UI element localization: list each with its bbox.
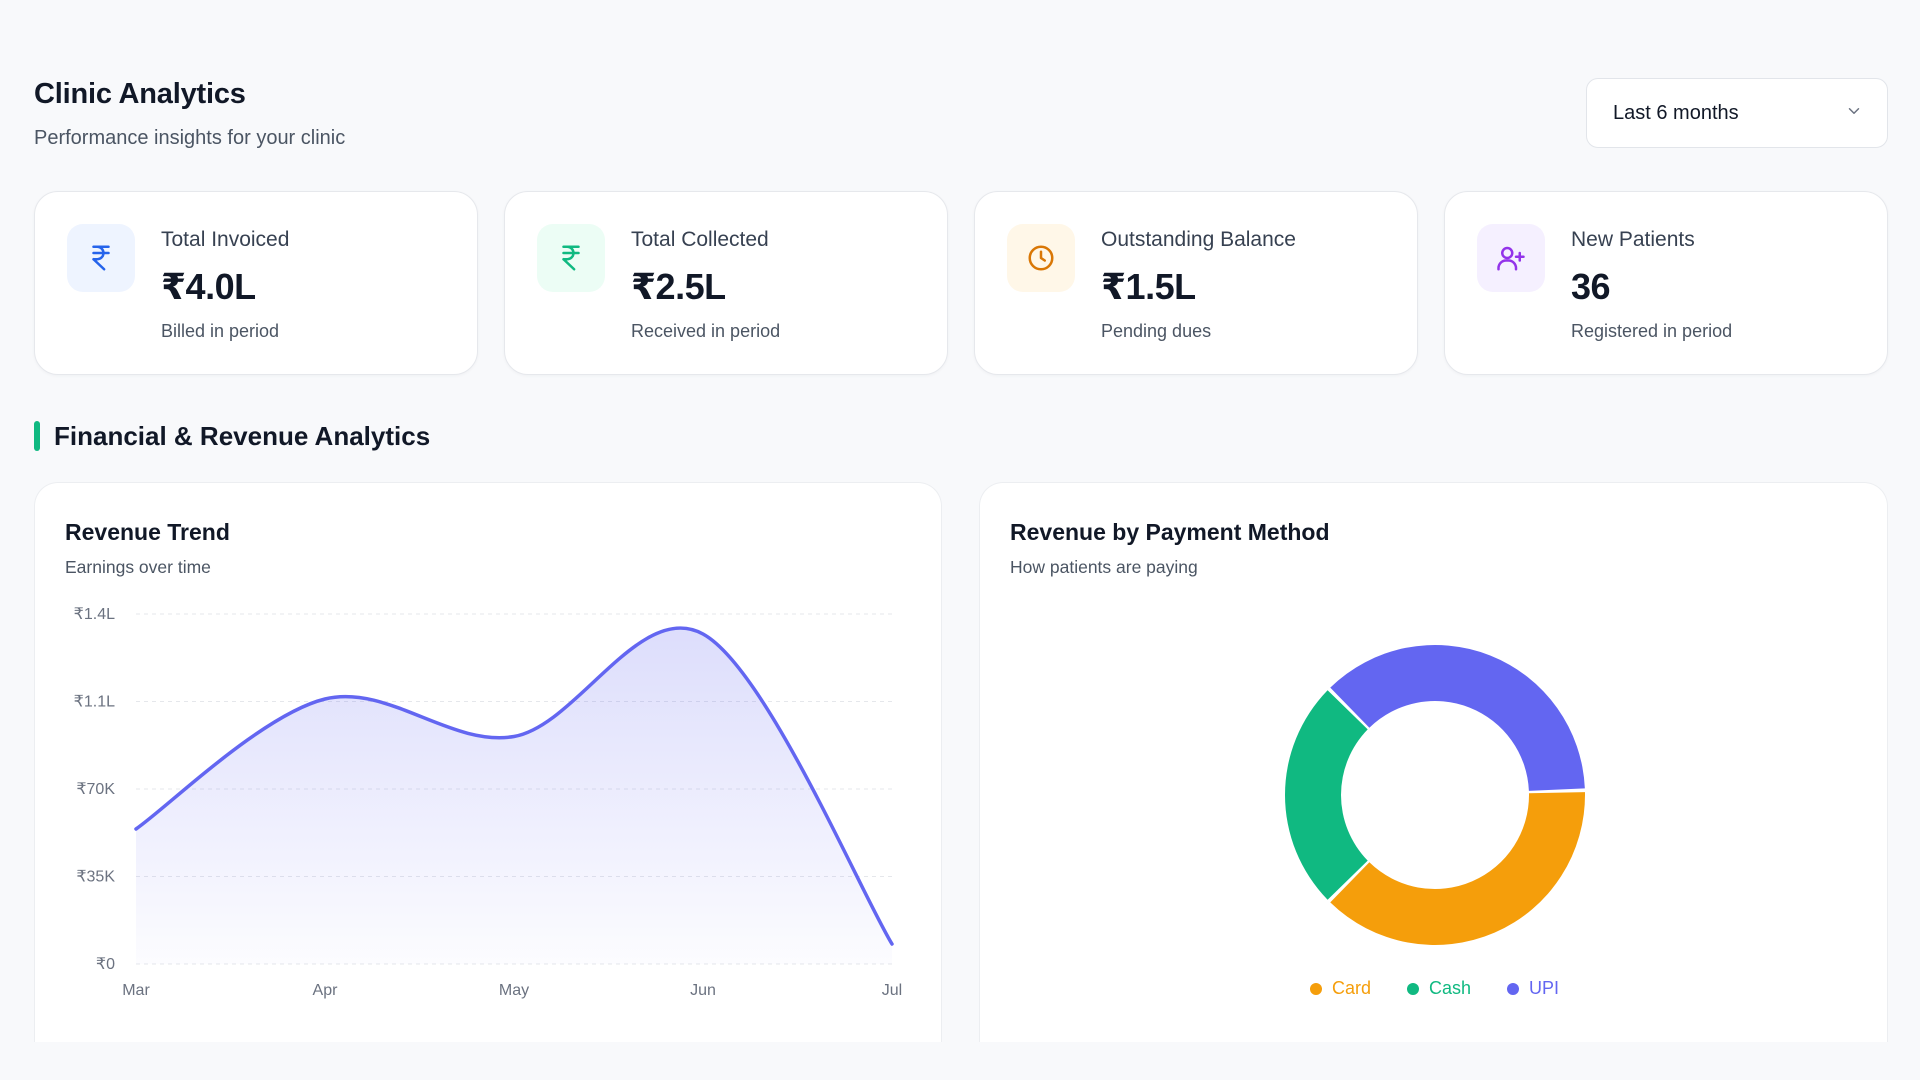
legend-label: UPI	[1529, 978, 1560, 998]
page-header: Clinic Analytics Performance insights fo…	[34, 78, 1888, 158]
stat-note: Registered in period	[1571, 321, 1733, 341]
x-tick-label: Jul	[882, 982, 902, 999]
stat-value: ₹4.0L	[161, 266, 256, 307]
section-header: Financial & Revenue Analytics	[34, 420, 430, 452]
y-tick-label: ₹1.1L	[74, 694, 115, 711]
card-subtitle: How patients are paying	[1010, 557, 1198, 577]
date-range-value: Last 6 months	[1613, 101, 1739, 124]
y-tick-label: ₹0	[96, 956, 115, 973]
stat-label: Total Collected	[631, 228, 769, 251]
page-title: Clinic Analytics	[34, 78, 246, 110]
stat-label: Outstanding Balance	[1101, 228, 1296, 251]
legend-label: Card	[1331, 978, 1371, 998]
revenue-line	[134, 626, 894, 946]
legend-item-card[interactable]: Card	[1309, 978, 1371, 999]
rupee-icon	[537, 224, 605, 292]
donut-slice-card	[1330, 792, 1585, 945]
legend-dot	[1406, 982, 1419, 995]
x-tick-label: May	[499, 982, 529, 999]
stat-card-outstanding-balance: Outstanding Balance ₹1.5L Pending dues	[974, 191, 1418, 375]
revenue-trend-card: Revenue Trend Earnings over time ₹0 ₹35K ₹…	[34, 482, 942, 1042]
stat-label: Total Invoiced	[161, 228, 290, 251]
payment-method-chart	[1285, 644, 1585, 945]
y-tick-label: ₹35K	[76, 869, 115, 886]
stat-label: New Patients	[1571, 228, 1695, 251]
stat-note: Pending dues	[1101, 321, 1212, 341]
revenue-area	[136, 628, 892, 964]
stat-value: 36	[1571, 266, 1611, 307]
card-title: Revenue Trend	[65, 519, 230, 545]
section-accent-bar	[34, 421, 40, 451]
x-tick-label: Apr	[313, 982, 339, 999]
clock-icon	[1007, 224, 1075, 292]
x-tick-label: Mar	[122, 982, 150, 999]
donut-slice-upi	[1330, 644, 1585, 791]
stat-card-total-invoiced: Total Invoiced ₹4.0L Billed in period	[34, 191, 478, 375]
date-range-select[interactable]: Last 6 months	[1586, 78, 1888, 148]
card-title: Revenue by Payment Method	[1010, 519, 1330, 545]
stat-note: Billed in period	[161, 321, 280, 341]
stat-note: Received in period	[631, 321, 781, 341]
stat-value: ₹1.5L	[1101, 266, 1196, 307]
analytics-page: Clinic Analytics Performance insights fo…	[34, 0, 1888, 1080]
legend-label: Cash	[1428, 978, 1472, 998]
legend-item-cash[interactable]: Cash	[1406, 978, 1472, 999]
donut-slice-cash	[1285, 690, 1368, 900]
card-subtitle: Earnings over time	[65, 557, 211, 577]
y-tick-label: ₹70K	[76, 781, 115, 798]
payment-method-card: Revenue by Payment Method How patients a…	[979, 482, 1888, 1042]
legend-item-upi[interactable]: UPI	[1507, 978, 1559, 999]
revenue-trend-chart: ₹0 ₹35K ₹70K ₹1.1L ₹1.4L Mar Apr May Jun Jul	[74, 606, 903, 999]
stat-card-total-collected: Total Collected ₹2.5L Received in period	[504, 191, 948, 375]
y-tick-label: ₹1.4L	[74, 606, 115, 623]
stat-card-new-patients: New Patients 36 Registered in period	[1444, 191, 1888, 375]
stat-cards: Total Invoiced ₹4.0L Billed in period To…	[34, 191, 1888, 375]
legend-dot	[1309, 982, 1322, 995]
stat-value: ₹2.5L	[631, 266, 726, 307]
user-plus-icon	[1477, 224, 1545, 292]
chevron-down-icon	[1845, 102, 1863, 125]
section-title: Financial & Revenue Analytics	[54, 420, 431, 451]
page-subtitle: Performance insights for your clinic	[34, 127, 346, 149]
chart-legend: Card Cash UPI	[980, 978, 1889, 999]
legend-dot	[1507, 982, 1520, 995]
x-tick-label: Jun	[690, 982, 716, 999]
rupee-icon	[67, 224, 135, 292]
